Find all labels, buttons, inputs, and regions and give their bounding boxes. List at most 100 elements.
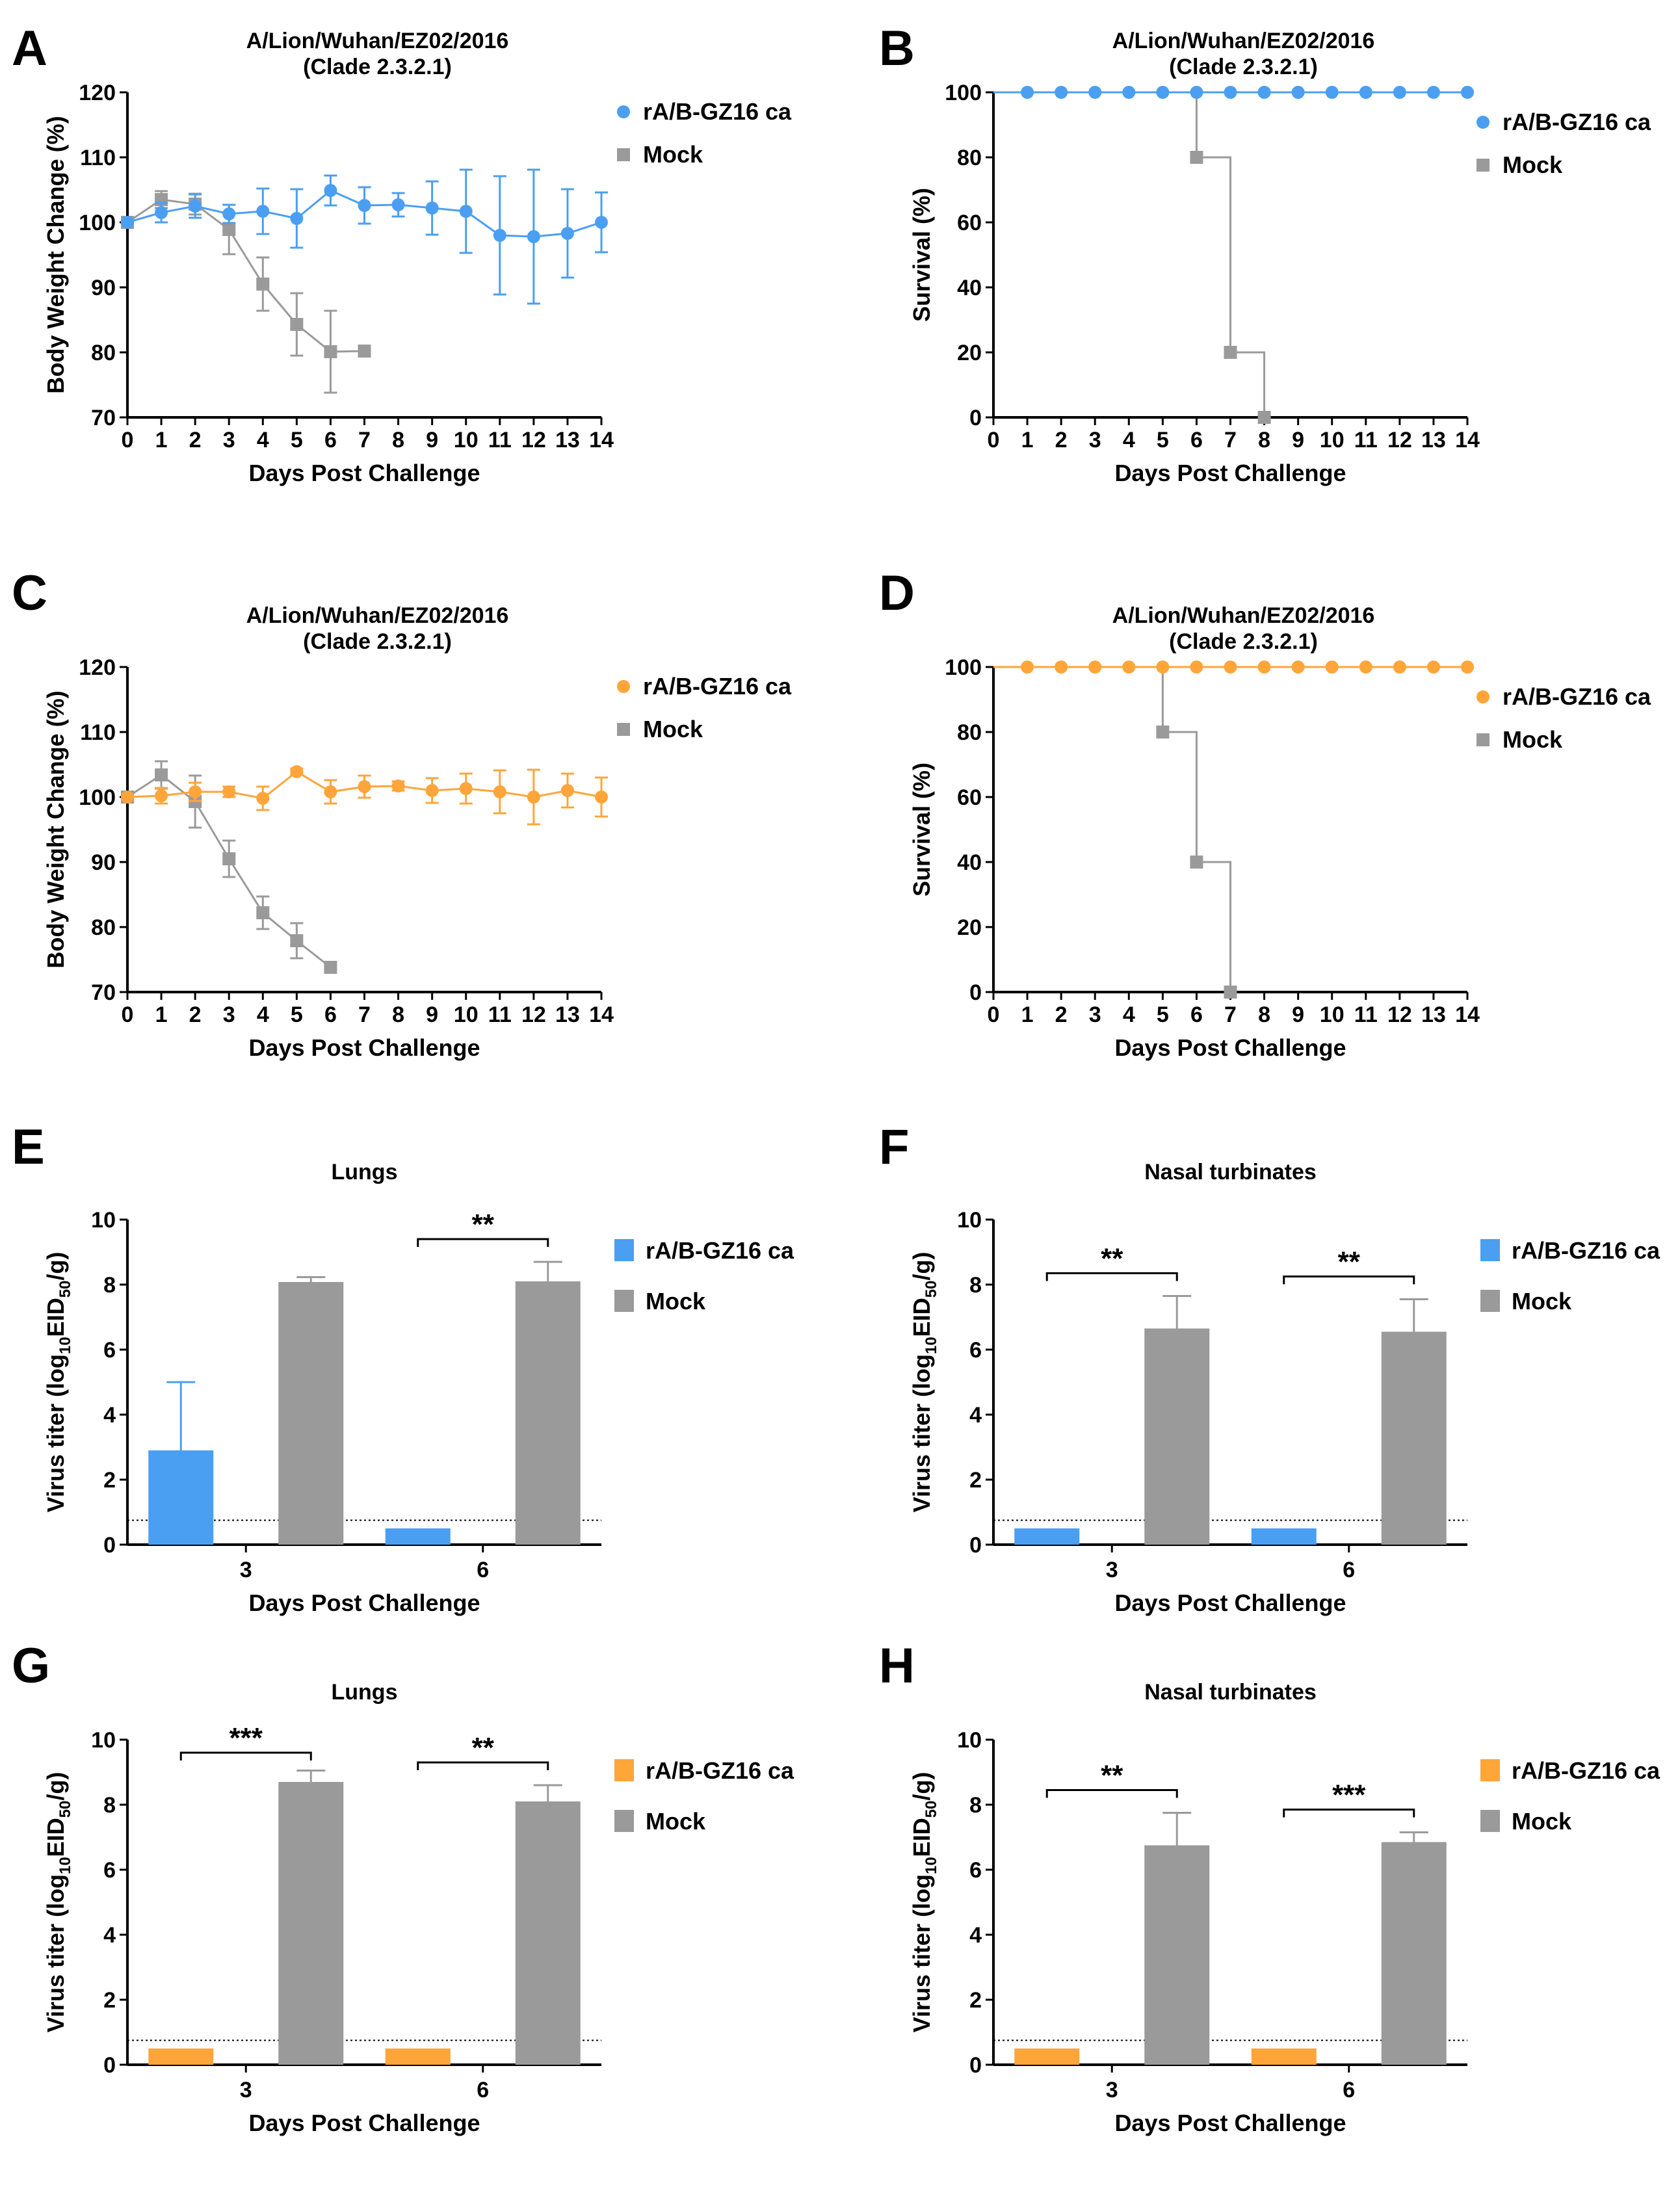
legend-label: Mock [646, 1288, 706, 1315]
x-tick-label: 6 [1190, 1002, 1203, 1027]
x-tick-label: 9 [1292, 1002, 1304, 1027]
data-point [256, 792, 270, 805]
data-point [1224, 86, 1237, 99]
x-tick-label: 12 [521, 428, 546, 452]
y-tick-label: 2 [103, 1468, 116, 1493]
y-tick-label: 8 [969, 1793, 982, 1818]
x-tick-label: 7 [358, 428, 371, 452]
legend-swatch [1480, 1239, 1500, 1261]
bar-vaccine [148, 1450, 214, 1545]
significance-bracket [417, 1761, 549, 1770]
data-point [1021, 661, 1034, 674]
x-tick-label: 11 [1354, 428, 1378, 452]
bar-mock [1381, 1842, 1447, 2065]
y-axis-label-part: /g) [908, 1252, 935, 1281]
y-tick-label: 6 [103, 1858, 116, 1883]
significance-bracket [1045, 1789, 1178, 1798]
y-tick-label: 0 [969, 406, 982, 430]
panel-letter: E [12, 1119, 45, 1175]
x-tick-label: 7 [1224, 428, 1237, 452]
significance-bracket [1283, 1809, 1415, 1818]
x-tick-label: 8 [1258, 1002, 1270, 1027]
y-tick-label: 40 [957, 850, 982, 875]
x-axis-label: Days Post Challenge [1114, 1034, 1346, 1061]
x-axis-label: Days Post Challenge [248, 1034, 480, 1061]
x-tick-label: 0 [988, 1002, 1000, 1027]
chart-title: Nasal turbinates [1144, 1160, 1317, 1184]
y-tick-label: 8 [103, 1793, 116, 1818]
y-axis-label-part: 10 [923, 1337, 940, 1354]
series-mock [1156, 667, 1237, 999]
x-tick-label: 4 [257, 428, 269, 452]
y-axis-label-part: EID [42, 1818, 69, 1857]
x-tick-label: 8 [1258, 428, 1270, 452]
y-axis-label: Virus titer (log10EID50/g) [42, 1772, 74, 2033]
x-tick-label: 14 [1455, 428, 1480, 452]
x-tick-label: 3 [240, 2078, 252, 2102]
x-tick-label: 9 [1292, 428, 1304, 452]
data-point [155, 206, 168, 219]
x-tick-label: 1 [155, 1002, 168, 1027]
y-axis-label: Survival (%) [908, 763, 935, 896]
significance-bracket [1283, 1276, 1415, 1285]
data-point [1461, 661, 1474, 674]
data-point [1224, 661, 1237, 674]
bar-vaccine [148, 2048, 214, 2065]
significance-bracket [1045, 1272, 1178, 1281]
y-axis-label-part: 50 [923, 1801, 940, 1818]
legend-marker [1477, 733, 1490, 746]
legend-label: rA/B-GZ16 ca [1512, 1237, 1660, 1264]
y-axis-label-part: /g) [42, 1772, 69, 1801]
data-point [1021, 86, 1034, 99]
x-tick-label: 12 [521, 1002, 546, 1027]
data-point [256, 278, 270, 291]
panel-letter: F [879, 1119, 909, 1175]
chart-title: Lungs [332, 1160, 398, 1184]
legend-label: Mock [1503, 151, 1563, 178]
y-tick-label: 80 [91, 341, 116, 365]
data-point [1122, 86, 1136, 99]
legend-swatch [614, 1239, 634, 1261]
bar-vaccine [385, 1528, 451, 1545]
legend-swatch [614, 1810, 634, 1832]
x-tick-label: 11 [488, 428, 512, 452]
y-axis-label: Virus titer (log10EID50/g) [908, 1772, 940, 2033]
y-tick-label: 6 [969, 1858, 982, 1883]
series-line [1161, 667, 1231, 992]
x-tick-label: 12 [1387, 1002, 1412, 1027]
x-tick-label: 2 [1055, 428, 1068, 452]
y-tick-label: 100 [945, 81, 982, 105]
x-tick-label: 6 [1343, 2078, 1355, 2102]
data-point [256, 906, 270, 919]
data-point [1325, 661, 1339, 674]
x-tick-label: 5 [291, 1002, 303, 1027]
x-tick-label: 13 [555, 428, 580, 452]
panel-letter: H [879, 1638, 915, 1694]
y-tick-label: 70 [91, 406, 116, 430]
data-point [324, 785, 337, 798]
data-point [459, 205, 473, 218]
y-tick-label: 100 [79, 785, 116, 810]
x-tick-label: 8 [392, 1002, 404, 1027]
x-tick-label: 10 [454, 428, 479, 452]
y-axis-label-part: EID [42, 1298, 69, 1337]
legend-label: rA/B-GZ16 ca [646, 1237, 794, 1264]
y-tick-label: 10 [957, 1728, 982, 1753]
chart-title: Nasal turbinates [1144, 1680, 1317, 1705]
data-point [527, 230, 540, 243]
y-tick-label: 10 [91, 1728, 116, 1753]
x-tick-label: 2 [189, 428, 202, 452]
data-point [1393, 661, 1406, 674]
x-tick-label: 10 [1320, 1002, 1345, 1027]
y-tick-label: 90 [91, 850, 116, 875]
bar-mock [515, 1281, 581, 1545]
series-vaccine [121, 168, 608, 305]
x-axis-label: Days Post Challenge [1114, 2110, 1346, 2136]
data-point [1257, 661, 1271, 674]
significance-label: ** [472, 1732, 495, 1764]
y-axis-label-part: /g) [908, 1772, 935, 1801]
significance-label: *** [1332, 1779, 1366, 1811]
data-point [1156, 726, 1170, 739]
data-point [1291, 86, 1305, 99]
data-point [1055, 661, 1068, 674]
